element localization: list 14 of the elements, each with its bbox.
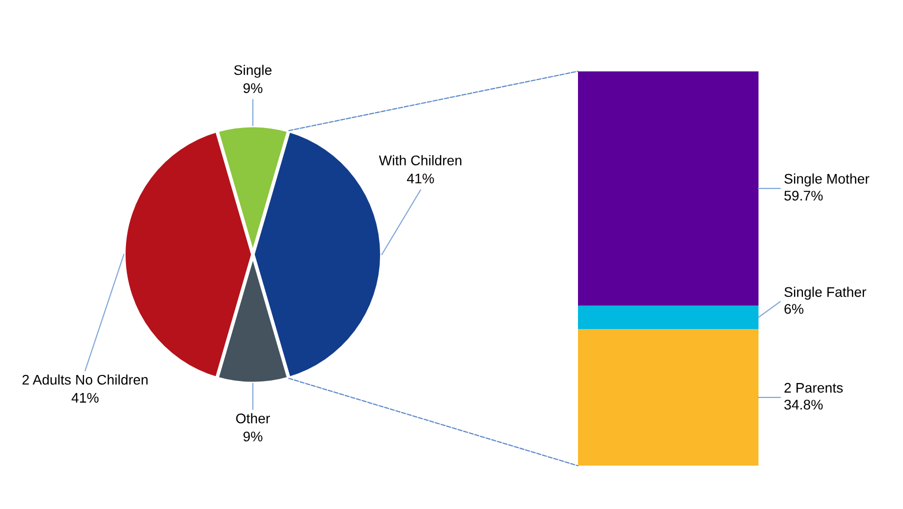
data-label: 6% bbox=[784, 304, 804, 314]
data-label: 41% bbox=[72, 392, 99, 403]
data-label: 59.7% bbox=[784, 190, 823, 201]
series-label: Single Mother bbox=[784, 174, 870, 186]
slice-label: With Children bbox=[378, 155, 462, 166]
slice-label: 2 Adults No Children bbox=[22, 374, 148, 385]
data-label: 34.8% bbox=[784, 400, 823, 410]
slice-label: Other bbox=[236, 413, 270, 424]
series-label: Single Father bbox=[784, 286, 866, 300]
data-label: 9% bbox=[243, 432, 262, 442]
data-label: 41% bbox=[406, 174, 434, 184]
slice-label: Single bbox=[234, 64, 272, 78]
data-label: 9% bbox=[243, 83, 262, 94]
series-label: 2 Parents bbox=[784, 382, 843, 393]
